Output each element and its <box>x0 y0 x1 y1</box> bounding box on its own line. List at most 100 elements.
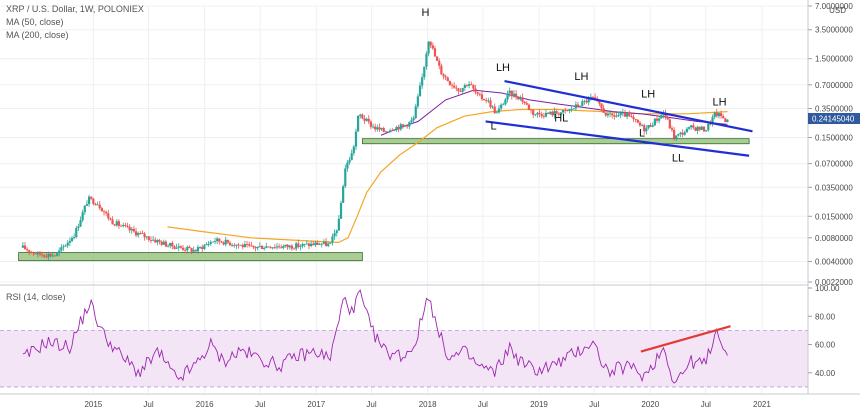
candle-up <box>310 243 313 247</box>
candle-down <box>438 60 441 66</box>
candle-up <box>418 85 422 97</box>
candle-down <box>632 116 635 119</box>
candle-down <box>698 126 701 130</box>
candle-down <box>245 244 249 245</box>
candle-down <box>119 225 123 227</box>
candle-down <box>431 45 434 49</box>
candle-down <box>444 76 447 78</box>
candle-up <box>81 212 84 221</box>
candle-up <box>583 100 586 102</box>
candle-down <box>171 242 174 247</box>
candle-down <box>542 116 545 117</box>
candle-up <box>198 247 202 248</box>
candle-down <box>448 81 452 85</box>
candle-up <box>572 108 575 110</box>
candle-up <box>303 243 306 245</box>
candle-down <box>154 239 157 243</box>
candle-up <box>21 245 24 248</box>
candle-up <box>359 114 362 116</box>
candle-down <box>585 100 588 103</box>
candle-down <box>557 113 560 115</box>
candle-down <box>226 239 229 243</box>
legend-ma200: MA (200, close) <box>6 30 69 40</box>
candle-down <box>126 226 129 227</box>
candle-up <box>651 125 654 127</box>
candle-up <box>339 202 343 219</box>
candle-up <box>337 218 340 231</box>
x-tick-label: Jul <box>478 400 488 409</box>
rsi-tick-label: 40.00 <box>815 369 836 378</box>
candle-down <box>386 131 390 133</box>
candle-up <box>617 115 620 117</box>
candle-up <box>96 204 99 206</box>
candle-down <box>433 48 437 57</box>
candle-down <box>480 94 484 100</box>
candle-down <box>523 101 526 104</box>
candle-down <box>455 87 458 89</box>
candle-down <box>98 204 101 209</box>
candle-up <box>707 123 710 131</box>
candle-up <box>79 220 82 227</box>
candle-up <box>425 53 428 67</box>
candle-up <box>534 114 537 116</box>
candle-up <box>713 112 716 118</box>
last-price-label: 0.24145040 <box>812 115 855 124</box>
pattern-label-l: L <box>639 127 645 139</box>
candle-down <box>474 88 477 93</box>
legend-rsi: RSI (14, close) <box>6 292 66 302</box>
candle-down <box>446 77 449 82</box>
candle-down <box>540 114 543 117</box>
candle-up <box>258 246 261 247</box>
candle-down <box>38 251 42 255</box>
candle-up <box>468 84 471 86</box>
candle-up <box>344 168 347 187</box>
candle-down <box>459 91 462 92</box>
candle-up <box>421 77 424 86</box>
candle-down <box>90 196 93 199</box>
candle-up <box>231 245 234 246</box>
candle-up <box>284 244 287 247</box>
support-zone <box>18 252 363 262</box>
candle-down <box>149 240 153 241</box>
candle-down <box>32 251 35 254</box>
candle-down <box>472 85 475 89</box>
candle-down <box>158 240 161 242</box>
candle-down <box>286 244 289 248</box>
candle-down <box>160 241 163 245</box>
candle-up <box>491 106 494 108</box>
candle-up <box>536 112 539 115</box>
candle-down <box>164 241 168 247</box>
candle-up <box>677 133 680 136</box>
candle-up <box>570 109 573 110</box>
candle-down <box>139 233 142 234</box>
candle-down <box>670 128 674 130</box>
candle-up <box>683 132 686 135</box>
support-zones <box>18 138 750 262</box>
pattern-label-lh: LH <box>496 62 510 74</box>
candle-down <box>260 246 264 250</box>
pattern-label-ll: LL <box>672 153 684 165</box>
candle-up <box>295 243 298 249</box>
candle-up <box>209 242 212 244</box>
candle-down <box>450 84 454 86</box>
candle-down <box>28 250 31 252</box>
candle-up <box>495 112 498 114</box>
candle-down <box>117 221 121 226</box>
candle-up <box>122 225 125 227</box>
candle-up <box>152 239 155 241</box>
candle-up <box>333 233 336 237</box>
candle-down <box>201 247 204 249</box>
candle-up <box>87 196 91 205</box>
candle-down <box>564 109 567 111</box>
candle-down <box>611 113 614 116</box>
candle-down <box>369 121 373 127</box>
candle-up <box>354 131 358 147</box>
candle-up <box>239 244 242 246</box>
candle-down <box>724 118 727 123</box>
candle-down <box>49 254 52 257</box>
candle-up <box>403 125 407 127</box>
candle-up <box>660 115 663 119</box>
candle-up <box>115 221 118 226</box>
x-tick-label: Jul <box>143 400 153 409</box>
candle-up <box>608 113 612 115</box>
